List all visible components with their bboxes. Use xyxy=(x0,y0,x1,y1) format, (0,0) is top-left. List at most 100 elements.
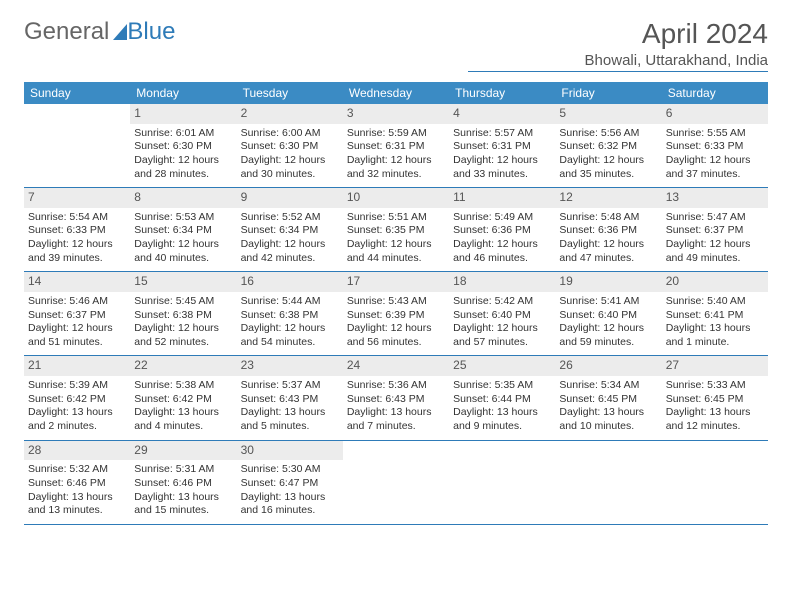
sunset-text: Sunset: 6:31 PM xyxy=(453,140,551,154)
day-cell: . xyxy=(24,104,130,187)
sunset-text: Sunset: 6:33 PM xyxy=(666,140,764,154)
daylight-text: Daylight: 12 hours and 49 minutes. xyxy=(666,238,764,265)
day-cell: 26Sunrise: 5:34 AMSunset: 6:45 PMDayligh… xyxy=(555,356,661,439)
day-number: 21 xyxy=(24,356,130,376)
day-cell: . xyxy=(449,441,555,524)
sunset-text: Sunset: 6:38 PM xyxy=(241,309,339,323)
week-row: 21Sunrise: 5:39 AMSunset: 6:42 PMDayligh… xyxy=(24,356,768,440)
sunset-text: Sunset: 6:30 PM xyxy=(241,140,339,154)
daylight-text: Daylight: 12 hours and 42 minutes. xyxy=(241,238,339,265)
sunrise-text: Sunrise: 5:35 AM xyxy=(453,379,551,393)
daylight-text: Daylight: 12 hours and 46 minutes. xyxy=(453,238,551,265)
day-headers-row: SundayMondayTuesdayWednesdayThursdayFrid… xyxy=(24,82,768,104)
sunset-text: Sunset: 6:35 PM xyxy=(347,224,445,238)
day-number: 12 xyxy=(555,188,661,208)
day-cell: 19Sunrise: 5:41 AMSunset: 6:40 PMDayligh… xyxy=(555,272,661,355)
day-cell: 12Sunrise: 5:48 AMSunset: 6:36 PMDayligh… xyxy=(555,188,661,271)
sunset-text: Sunset: 6:37 PM xyxy=(28,309,126,323)
sunrise-text: Sunrise: 5:36 AM xyxy=(347,379,445,393)
day-cell: 5Sunrise: 5:56 AMSunset: 6:32 PMDaylight… xyxy=(555,104,661,187)
day-cell: 23Sunrise: 5:37 AMSunset: 6:43 PMDayligh… xyxy=(237,356,343,439)
sunset-text: Sunset: 6:30 PM xyxy=(134,140,232,154)
sunset-text: Sunset: 6:46 PM xyxy=(134,477,232,491)
daylight-text: Daylight: 12 hours and 56 minutes. xyxy=(347,322,445,349)
day-number: 25 xyxy=(449,356,555,376)
sunrise-text: Sunrise: 5:40 AM xyxy=(666,295,764,309)
day-cell: 16Sunrise: 5:44 AMSunset: 6:38 PMDayligh… xyxy=(237,272,343,355)
day-cell: 30Sunrise: 5:30 AMSunset: 6:47 PMDayligh… xyxy=(237,441,343,524)
day-cell: 8Sunrise: 5:53 AMSunset: 6:34 PMDaylight… xyxy=(130,188,236,271)
day-header: Tuesday xyxy=(237,82,343,104)
daylight-text: Daylight: 12 hours and 28 minutes. xyxy=(134,154,232,181)
day-number: 23 xyxy=(237,356,343,376)
day-number: 2 xyxy=(237,104,343,124)
day-cell: . xyxy=(555,441,661,524)
sunset-text: Sunset: 6:42 PM xyxy=(28,393,126,407)
day-number: 26 xyxy=(555,356,661,376)
daylight-text: Daylight: 12 hours and 30 minutes. xyxy=(241,154,339,181)
day-cell: 11Sunrise: 5:49 AMSunset: 6:36 PMDayligh… xyxy=(449,188,555,271)
sunrise-text: Sunrise: 5:45 AM xyxy=(134,295,232,309)
sunset-text: Sunset: 6:42 PM xyxy=(134,393,232,407)
day-number: 6 xyxy=(662,104,768,124)
day-number: 28 xyxy=(24,441,130,461)
sunset-text: Sunset: 6:40 PM xyxy=(453,309,551,323)
daylight-text: Daylight: 12 hours and 35 minutes. xyxy=(559,154,657,181)
daylight-text: Daylight: 13 hours and 1 minute. xyxy=(666,322,764,349)
logo-text-1: General xyxy=(24,18,109,46)
sunrise-text: Sunrise: 5:47 AM xyxy=(666,211,764,225)
sunset-text: Sunset: 6:34 PM xyxy=(134,224,232,238)
sunset-text: Sunset: 6:44 PM xyxy=(453,393,551,407)
daylight-text: Daylight: 12 hours and 37 minutes. xyxy=(666,154,764,181)
sunset-text: Sunset: 6:43 PM xyxy=(347,393,445,407)
sunrise-text: Sunrise: 5:53 AM xyxy=(134,211,232,225)
day-cell: 4Sunrise: 5:57 AMSunset: 6:31 PMDaylight… xyxy=(449,104,555,187)
sunset-text: Sunset: 6:39 PM xyxy=(347,309,445,323)
sunset-text: Sunset: 6:47 PM xyxy=(241,477,339,491)
day-number: 11 xyxy=(449,188,555,208)
sunrise-text: Sunrise: 6:00 AM xyxy=(241,127,339,141)
day-header: Thursday xyxy=(449,82,555,104)
day-cell: 15Sunrise: 5:45 AMSunset: 6:38 PMDayligh… xyxy=(130,272,236,355)
sunrise-text: Sunrise: 5:32 AM xyxy=(28,463,126,477)
sunrise-text: Sunrise: 5:34 AM xyxy=(559,379,657,393)
sunrise-text: Sunrise: 5:41 AM xyxy=(559,295,657,309)
sunrise-text: Sunrise: 5:30 AM xyxy=(241,463,339,477)
day-cell: 22Sunrise: 5:38 AMSunset: 6:42 PMDayligh… xyxy=(130,356,236,439)
daylight-text: Daylight: 12 hours and 47 minutes. xyxy=(559,238,657,265)
day-number: 17 xyxy=(343,272,449,292)
daylight-text: Daylight: 12 hours and 44 minutes. xyxy=(347,238,445,265)
sunset-text: Sunset: 6:36 PM xyxy=(559,224,657,238)
day-cell: 29Sunrise: 5:31 AMSunset: 6:46 PMDayligh… xyxy=(130,441,236,524)
daylight-text: Daylight: 13 hours and 2 minutes. xyxy=(28,406,126,433)
day-cell: 25Sunrise: 5:35 AMSunset: 6:44 PMDayligh… xyxy=(449,356,555,439)
sunrise-text: Sunrise: 5:59 AM xyxy=(347,127,445,141)
day-cell: 7Sunrise: 5:54 AMSunset: 6:33 PMDaylight… xyxy=(24,188,130,271)
sunrise-text: Sunrise: 5:51 AM xyxy=(347,211,445,225)
sunset-text: Sunset: 6:32 PM xyxy=(559,140,657,154)
day-cell: 1Sunrise: 6:01 AMSunset: 6:30 PMDaylight… xyxy=(130,104,236,187)
day-number: 22 xyxy=(130,356,236,376)
sunrise-text: Sunrise: 5:54 AM xyxy=(28,211,126,225)
sunrise-text: Sunrise: 5:46 AM xyxy=(28,295,126,309)
day-number: 18 xyxy=(449,272,555,292)
daylight-text: Daylight: 12 hours and 32 minutes. xyxy=(347,154,445,181)
day-cell: 6Sunrise: 5:55 AMSunset: 6:33 PMDaylight… xyxy=(662,104,768,187)
day-number: 15 xyxy=(130,272,236,292)
week-row: 7Sunrise: 5:54 AMSunset: 6:33 PMDaylight… xyxy=(24,188,768,272)
day-cell: 20Sunrise: 5:40 AMSunset: 6:41 PMDayligh… xyxy=(662,272,768,355)
sunrise-text: Sunrise: 5:38 AM xyxy=(134,379,232,393)
sunset-text: Sunset: 6:40 PM xyxy=(559,309,657,323)
day-number: 8 xyxy=(130,188,236,208)
sunset-text: Sunset: 6:37 PM xyxy=(666,224,764,238)
day-number: 29 xyxy=(130,441,236,461)
day-number: 19 xyxy=(555,272,661,292)
day-cell: 14Sunrise: 5:46 AMSunset: 6:37 PMDayligh… xyxy=(24,272,130,355)
day-cell: . xyxy=(343,441,449,524)
day-cell: 13Sunrise: 5:47 AMSunset: 6:37 PMDayligh… xyxy=(662,188,768,271)
day-number: 27 xyxy=(662,356,768,376)
sunrise-text: Sunrise: 6:01 AM xyxy=(134,127,232,141)
day-cell: 27Sunrise: 5:33 AMSunset: 6:45 PMDayligh… xyxy=(662,356,768,439)
day-cell: 3Sunrise: 5:59 AMSunset: 6:31 PMDaylight… xyxy=(343,104,449,187)
day-number: 9 xyxy=(237,188,343,208)
